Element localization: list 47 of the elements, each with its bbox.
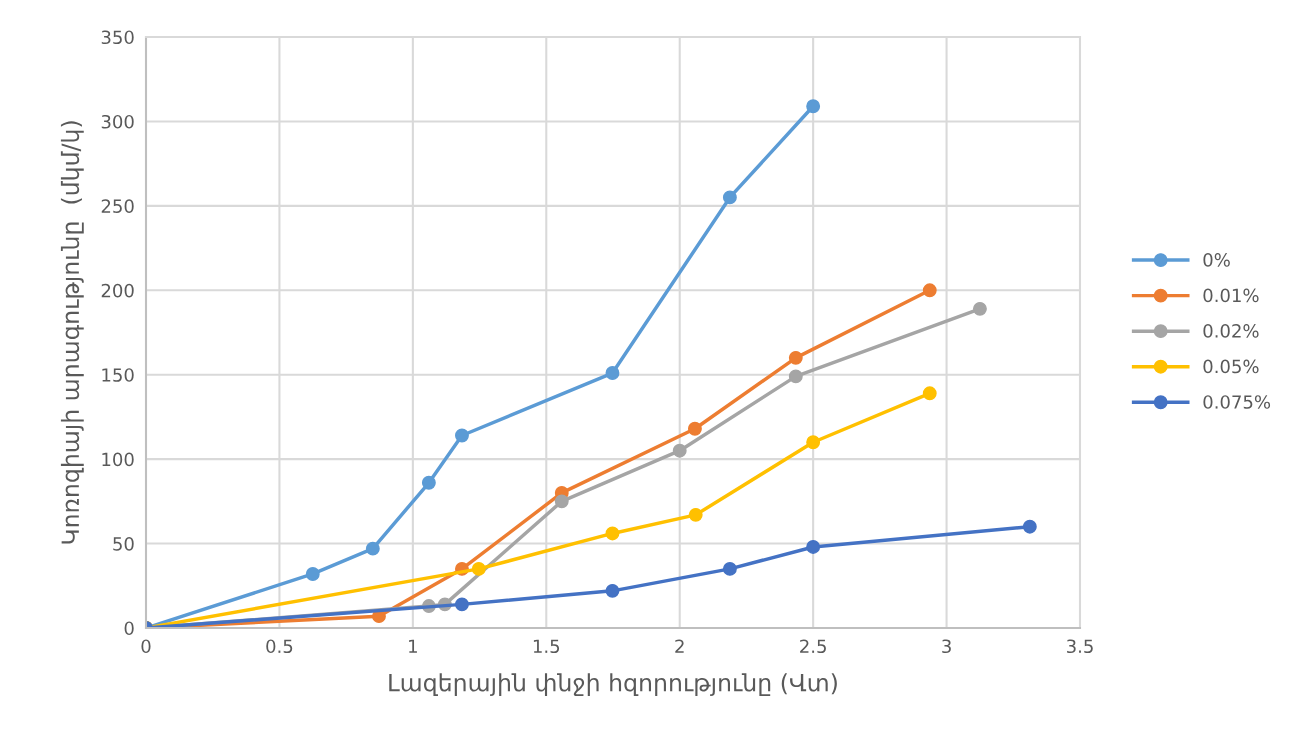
point	[806, 435, 821, 450]
legend-label: 0.01%	[1203, 288, 1259, 303]
point	[554, 494, 569, 509]
point	[305, 567, 320, 581]
point	[471, 561, 486, 576]
y-tick-label: 0	[124, 621, 134, 636]
point	[922, 386, 937, 401]
x-axis-title: Լազերային փնջի հզորությունը (Վտ)	[389, 673, 837, 697]
legend-label: 0%	[1203, 253, 1230, 267]
point	[605, 366, 620, 380]
x-tick-label: 0	[141, 639, 151, 654]
point	[421, 475, 436, 490]
point	[688, 507, 703, 522]
legend-label: 0.05%	[1203, 359, 1259, 374]
x-tick-label: 3	[942, 639, 951, 654]
y-tick-label: 100	[102, 452, 134, 467]
x-tick-label: 1.5	[533, 639, 560, 654]
legend-label: 0.075%	[1203, 395, 1271, 409]
y-tick-label: 250	[101, 199, 134, 213]
point	[788, 369, 803, 384]
point	[806, 99, 821, 114]
y-tick-label: 300	[101, 114, 134, 129]
x-tick-label: 2.5	[800, 639, 826, 654]
point	[365, 541, 380, 556]
point	[672, 443, 687, 458]
point	[806, 540, 821, 554]
x-tick-label: 2	[675, 639, 684, 653]
x-tick-label: 3.5	[1067, 639, 1093, 654]
y-tick-label: 150	[102, 368, 134, 382]
y-tick-label: 50	[113, 537, 134, 551]
point	[455, 428, 469, 443]
y-tick-label: 350	[101, 30, 134, 45]
legend-label: 0.02%	[1203, 324, 1259, 338]
x-tick-label: 0.5	[266, 639, 293, 654]
point	[687, 421, 702, 436]
point	[605, 526, 620, 541]
point	[722, 561, 737, 576]
point	[788, 350, 803, 365]
point	[972, 301, 987, 316]
point	[455, 597, 469, 612]
point	[722, 190, 737, 205]
x-tick-label: 1	[409, 639, 417, 653]
point	[922, 283, 937, 298]
point	[605, 583, 620, 598]
y-tick-label: 200	[101, 283, 134, 298]
point	[1022, 519, 1037, 534]
y-axis-title: Կոռոզիայի արագությունը (մկմ/կ)	[60, 121, 84, 544]
